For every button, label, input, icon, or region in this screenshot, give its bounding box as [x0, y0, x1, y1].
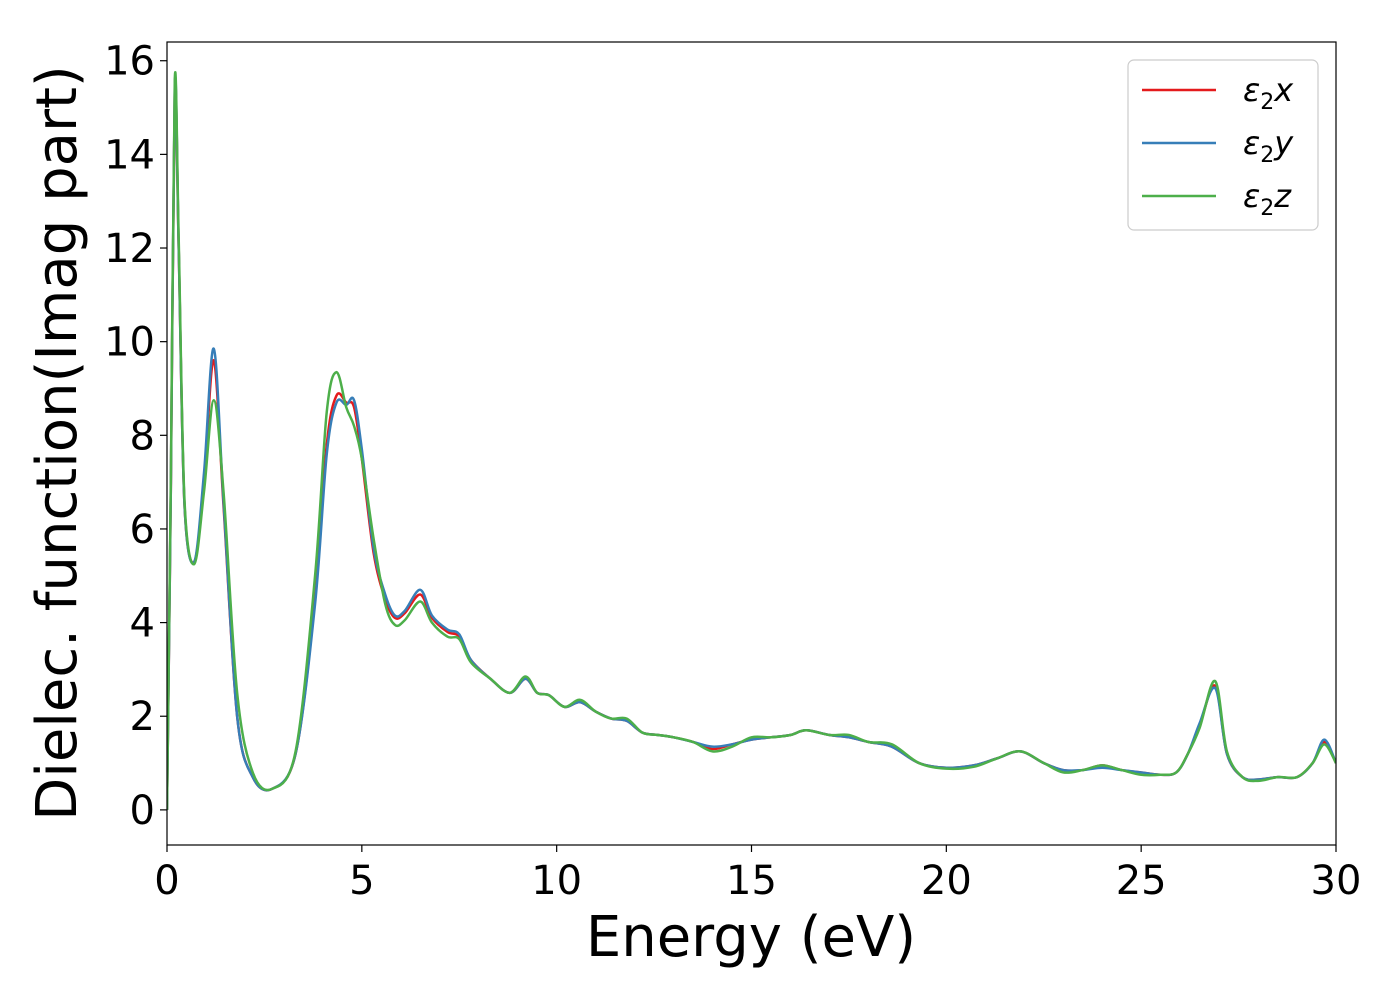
x-tick-label: 25: [1116, 858, 1167, 904]
legend-label-x: ε2x: [1243, 71, 1294, 115]
y-tick-label: 4: [130, 601, 155, 647]
y-tick-label: 16: [104, 39, 155, 85]
axes: 0 5 10 15 20 25 30 0 2 4 6 8 10 12 14 16: [104, 39, 1361, 904]
y-axis-label: Dielec. function(Imag part): [25, 65, 90, 821]
y-tick-label: 12: [104, 226, 155, 272]
x-tick-label: 5: [349, 858, 374, 904]
y-tick-label: 10: [104, 320, 155, 366]
x-tick-label: 30: [1311, 858, 1362, 904]
y-tick-label: 8: [130, 413, 155, 459]
legend: ε2x ε2y ε2z: [1127, 59, 1319, 231]
x-tick-label: 0: [154, 858, 179, 904]
x-axis-label: Energy (eV): [586, 905, 916, 970]
y-tick-label: 6: [130, 507, 155, 553]
legend-label-z: ε2z: [1243, 177, 1292, 221]
plot-area: [167, 70, 1336, 810]
y-tick-label: 14: [104, 132, 155, 178]
x-tick-label: 10: [531, 858, 582, 904]
x-tick-label: 15: [726, 858, 777, 904]
y-tick-label: 0: [130, 788, 155, 834]
x-tick-label: 20: [921, 858, 972, 904]
y-tick-label: 2: [130, 694, 155, 740]
legend-box: [1127, 59, 1319, 231]
series-line-z: [167, 70, 1336, 810]
legend-label-y: ε2y: [1243, 124, 1294, 168]
